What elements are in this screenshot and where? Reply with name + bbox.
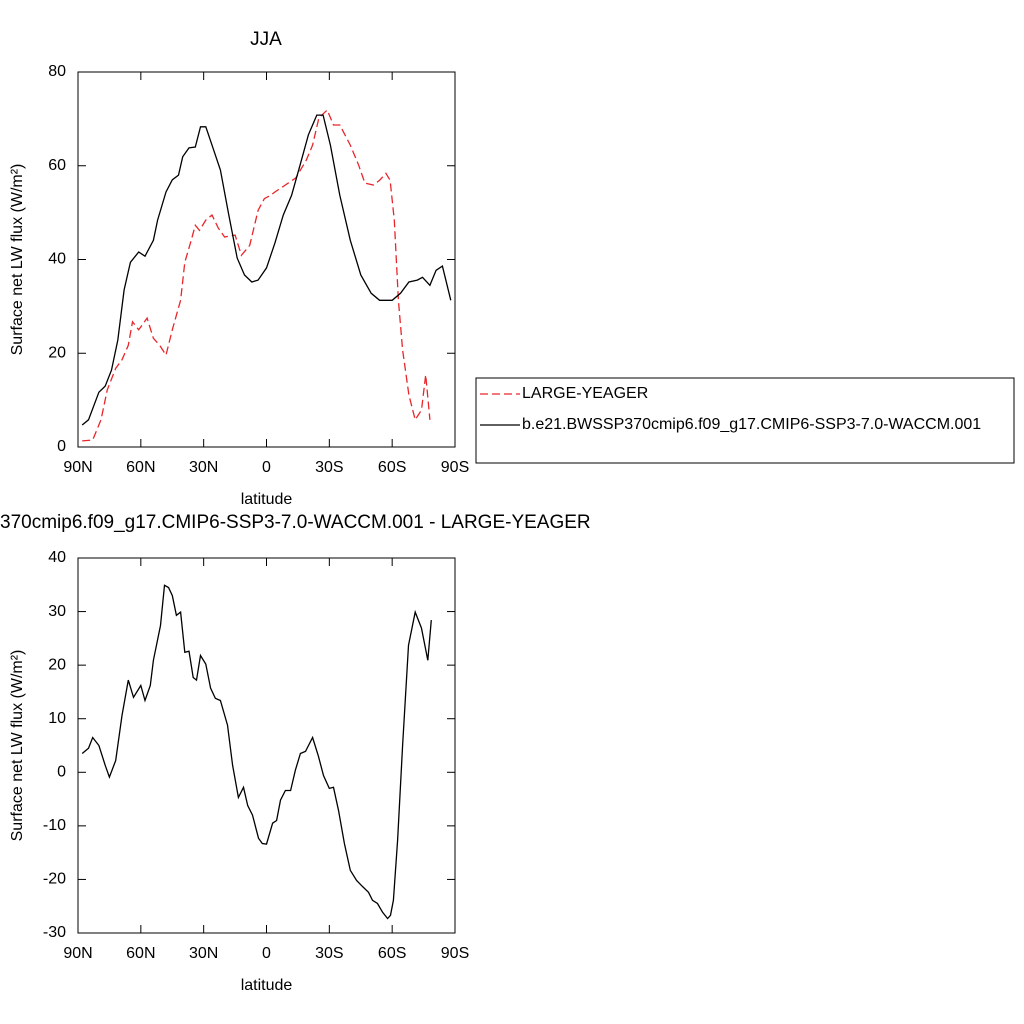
y-axis-label: Surface net LW flux (W/m²) — [9, 650, 26, 842]
data-line — [82, 108, 431, 442]
legend-label: LARGE-YEAGER — [522, 385, 648, 402]
legend: LARGE-YEAGER b.e21.BWSSP370cmip6.f09_g17.… — [475, 377, 1015, 464]
x-tick-label: 30S — [315, 459, 343, 476]
y-tick-label: 30 — [48, 603, 66, 620]
x-axis-label: latitude — [241, 491, 293, 508]
chart-title: 370cmip6.f09_g17.CMIP6-SSP3-7.0-WACCM.00… — [0, 512, 591, 533]
x-tick-label: 30S — [315, 945, 343, 962]
x-tick-label: 60N — [126, 459, 155, 476]
y-tick-label: -30 — [43, 924, 66, 941]
y-axis-label: Surface net LW flux (W/m²) — [9, 164, 26, 356]
x-tick-label: 90N — [63, 459, 92, 476]
plot-frame — [77, 557, 456, 934]
x-tick-label: 60S — [378, 459, 406, 476]
x-axis-label: latitude — [241, 977, 293, 994]
data-line — [81, 584, 432, 920]
y-tick-label: -20 — [43, 871, 66, 888]
y-tick-label: 40 — [48, 251, 66, 268]
y-tick-label: 60 — [48, 157, 66, 174]
plot-frame — [77, 71, 456, 448]
x-tick-label: 90N — [63, 945, 92, 962]
x-tick-label: 90S — [441, 945, 469, 962]
legend-box — [475, 377, 1015, 464]
x-tick-label: 30N — [189, 945, 218, 962]
x-tick-label: 30N — [189, 459, 218, 476]
y-tick-label: 0 — [57, 764, 66, 781]
x-tick-label: 60S — [378, 945, 406, 962]
y-tick-label: 0 — [57, 438, 66, 455]
y-tick-label: 40 — [48, 549, 66, 566]
x-tick-label: 90S — [441, 459, 469, 476]
chart-title: JJA — [250, 29, 282, 50]
y-tick-label: 10 — [48, 710, 66, 727]
y-tick-label: 20 — [48, 344, 66, 361]
data-line — [81, 114, 452, 426]
y-tick-label: 80 — [48, 63, 66, 80]
y-tick-label: -10 — [43, 817, 66, 834]
y-tick-label: 20 — [48, 656, 66, 673]
legend-label: b.e21.BWSSP370cmip6.f09_g17.CMIP6-SSP3-7… — [522, 416, 981, 433]
x-tick-label: 0 — [262, 459, 271, 476]
x-tick-label: 0 — [262, 945, 271, 962]
x-tick-label: 60N — [126, 945, 155, 962]
